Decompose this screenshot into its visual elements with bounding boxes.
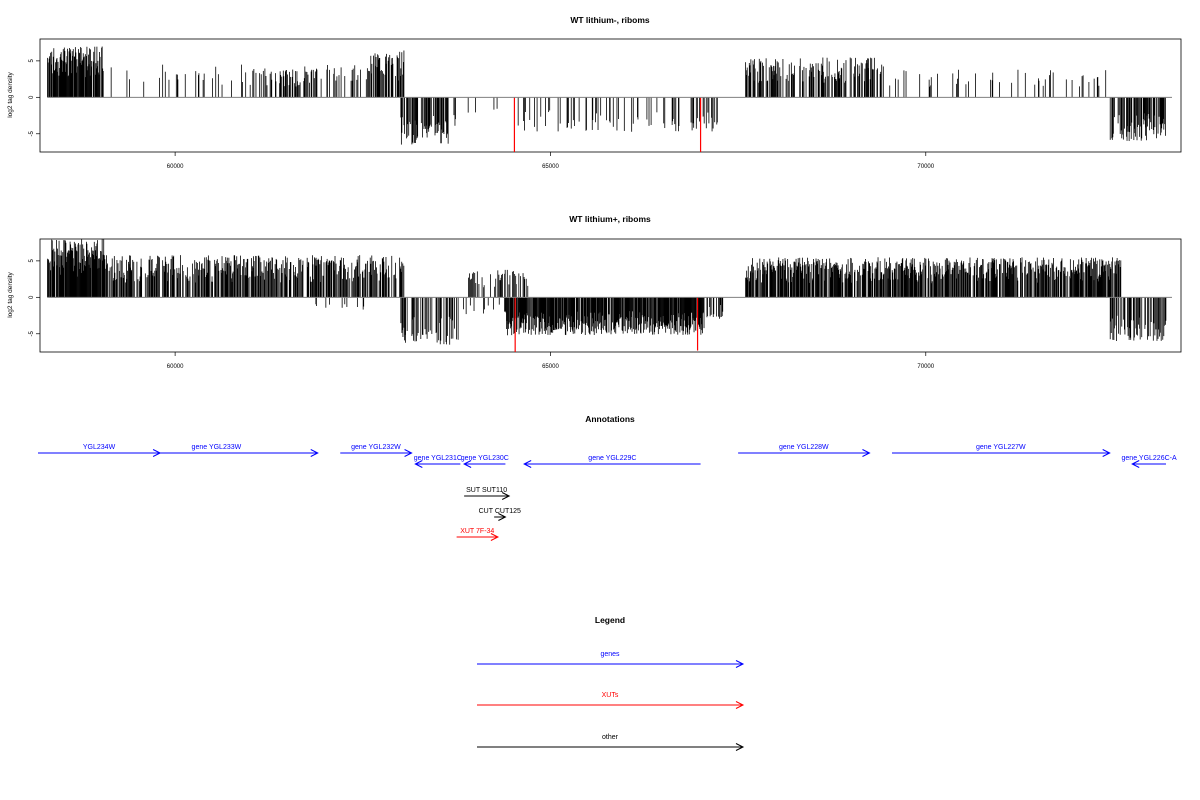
feature-label: gene YGL231C <box>414 455 462 462</box>
annotation-feature: gene YGL233W <box>115 444 319 457</box>
x-tick-label: 65000 <box>542 164 559 170</box>
feature-label: gene YGL233W <box>192 444 242 451</box>
annotation-feature: gene YGL230C <box>461 455 509 468</box>
legend-item: genes <box>477 651 745 668</box>
arrow-head <box>735 660 745 668</box>
x-tick-label: 65000 <box>542 364 559 370</box>
annotation-feature: gene YGL227W <box>891 444 1111 457</box>
panel-lithium-plus: WT lithium+, riboms log2 tag density -5 0… <box>7 214 1182 370</box>
annotation-feature: gene YGL228W <box>738 444 871 457</box>
panel-lithium-minus: WT lithium-, riboms log2 tag density -5 0… <box>7 15 1182 170</box>
legend-label: XUTs <box>602 692 619 699</box>
annotation-feature: XUT 7F-34 <box>456 528 500 541</box>
annotation-feature: gene YGL231C <box>414 455 462 468</box>
panel-1-y-axis-label: log2 tag density <box>7 71 14 117</box>
feature-label: gene YGL230C <box>461 455 509 462</box>
annotation-feature: CUT CUT125 <box>479 508 521 521</box>
feature-label: CUT CUT125 <box>479 508 521 515</box>
arrow-head <box>404 449 413 457</box>
arrow-head <box>463 460 472 468</box>
panel-2-y-axis: -5 0 5 <box>29 259 40 336</box>
feature-label: gene YGL232W <box>351 444 401 451</box>
arrow-head <box>498 513 507 521</box>
arrow-head <box>501 492 511 500</box>
panel-1-x-axis: 60000 65000 70000 <box>167 152 935 170</box>
feature-label: gene YGL227W <box>976 444 1026 451</box>
x-tick-label: 70000 <box>917 164 934 170</box>
y-tick-label: -5 <box>29 130 35 136</box>
arrow-head <box>414 460 423 468</box>
y-tick-label: 5 <box>29 259 35 263</box>
y-tick-label: 5 <box>29 59 35 63</box>
feature-label: gene YGL229C <box>588 455 636 462</box>
y-tick-label: 0 <box>29 95 35 99</box>
panel-1-y-axis: -5 0 5 <box>29 59 40 136</box>
annotations-title: Annotations <box>585 414 635 424</box>
annotation-feature: gene YGL226C-A <box>1122 455 1177 468</box>
panel-1-frame <box>39 38 1182 153</box>
feature-label: gene YGL226C-A <box>1122 455 1177 462</box>
legend-label: genes <box>600 651 620 658</box>
legend-label: other <box>602 734 619 741</box>
legend-item: other <box>477 734 745 751</box>
feature-label: gene YGL228W <box>779 444 829 451</box>
x-tick-label: 60000 <box>167 164 184 170</box>
arrow-head <box>310 449 319 457</box>
arrow-head <box>862 449 871 457</box>
panel-2-y-axis-label: log2 tag density <box>7 271 14 317</box>
legend-title: Legend <box>595 615 625 625</box>
feature-label: SUT SUT110 <box>466 487 507 494</box>
legend-item: XUTs <box>477 692 745 709</box>
arrow-head <box>735 743 745 751</box>
y-tick-label: -5 <box>29 330 35 336</box>
annotation-tracks: YGL234W gene YGL233W gene YGL232W gene YGL2… <box>38 444 1177 541</box>
arrow-head <box>490 533 500 541</box>
y-tick-label: 0 <box>29 295 35 299</box>
annotation-feature: gene YGL229C <box>523 455 701 468</box>
arrow-head <box>735 701 745 709</box>
annotation-feature: gene YGL232W <box>340 444 413 457</box>
annotation-feature: SUT SUT110 <box>464 487 511 500</box>
arrow-head <box>1102 449 1111 457</box>
feature-label: YGL234W <box>83 444 116 451</box>
panel-1-title: WT lithium-, riboms <box>570 15 650 25</box>
legend-items: genes XUTs other <box>477 651 745 751</box>
panel-1-plot <box>47 46 1172 152</box>
x-tick-label: 70000 <box>917 364 934 370</box>
arrow-head <box>523 460 532 468</box>
panel-2-title: WT lithium+, riboms <box>569 214 651 224</box>
arrow-head <box>1131 460 1140 468</box>
panel-2-frame <box>39 238 1182 353</box>
x-tick-label: 60000 <box>167 364 184 370</box>
annotations-panel: Annotations YGL234W gene YGL233W gene YGL2… <box>38 414 1177 541</box>
panel-2-plot <box>47 239 1172 352</box>
panel-2-x-axis: 60000 65000 70000 <box>167 352 935 370</box>
legend-panel: Legend genes XUTs other <box>477 615 745 751</box>
feature-label: XUT 7F-34 <box>460 528 494 535</box>
annotation-feature: YGL234W <box>38 444 162 457</box>
